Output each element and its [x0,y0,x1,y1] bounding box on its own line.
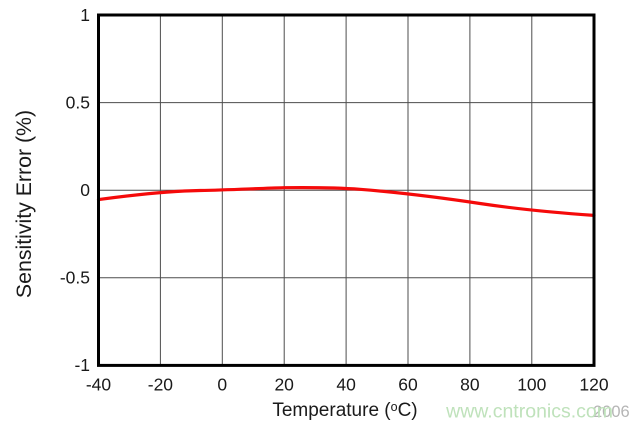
svg-text:Sensitivity Error (%): Sensitivity Error (%) [12,110,36,298]
svg-text:100: 100 [517,375,546,395]
svg-text:0: 0 [80,180,90,200]
svg-text:0: 0 [217,375,227,395]
svg-text:Temperature (oC): Temperature (oC) [272,400,417,421]
svg-text:120: 120 [579,375,608,395]
svg-text:-1: -1 [74,355,90,375]
svg-text:0.5: 0.5 [66,92,90,112]
svg-text:20: 20 [274,375,294,395]
svg-text:-40: -40 [86,375,112,395]
svg-text:1: 1 [80,5,90,25]
svg-text:60: 60 [398,375,418,395]
svg-text:www.cntronics.com: www.cntronics.com [445,401,613,423]
svg-text:80: 80 [460,375,480,395]
svg-text:-0.5: -0.5 [60,267,90,287]
svg-text:40: 40 [336,375,356,395]
svg-text:-20: -20 [148,375,174,395]
